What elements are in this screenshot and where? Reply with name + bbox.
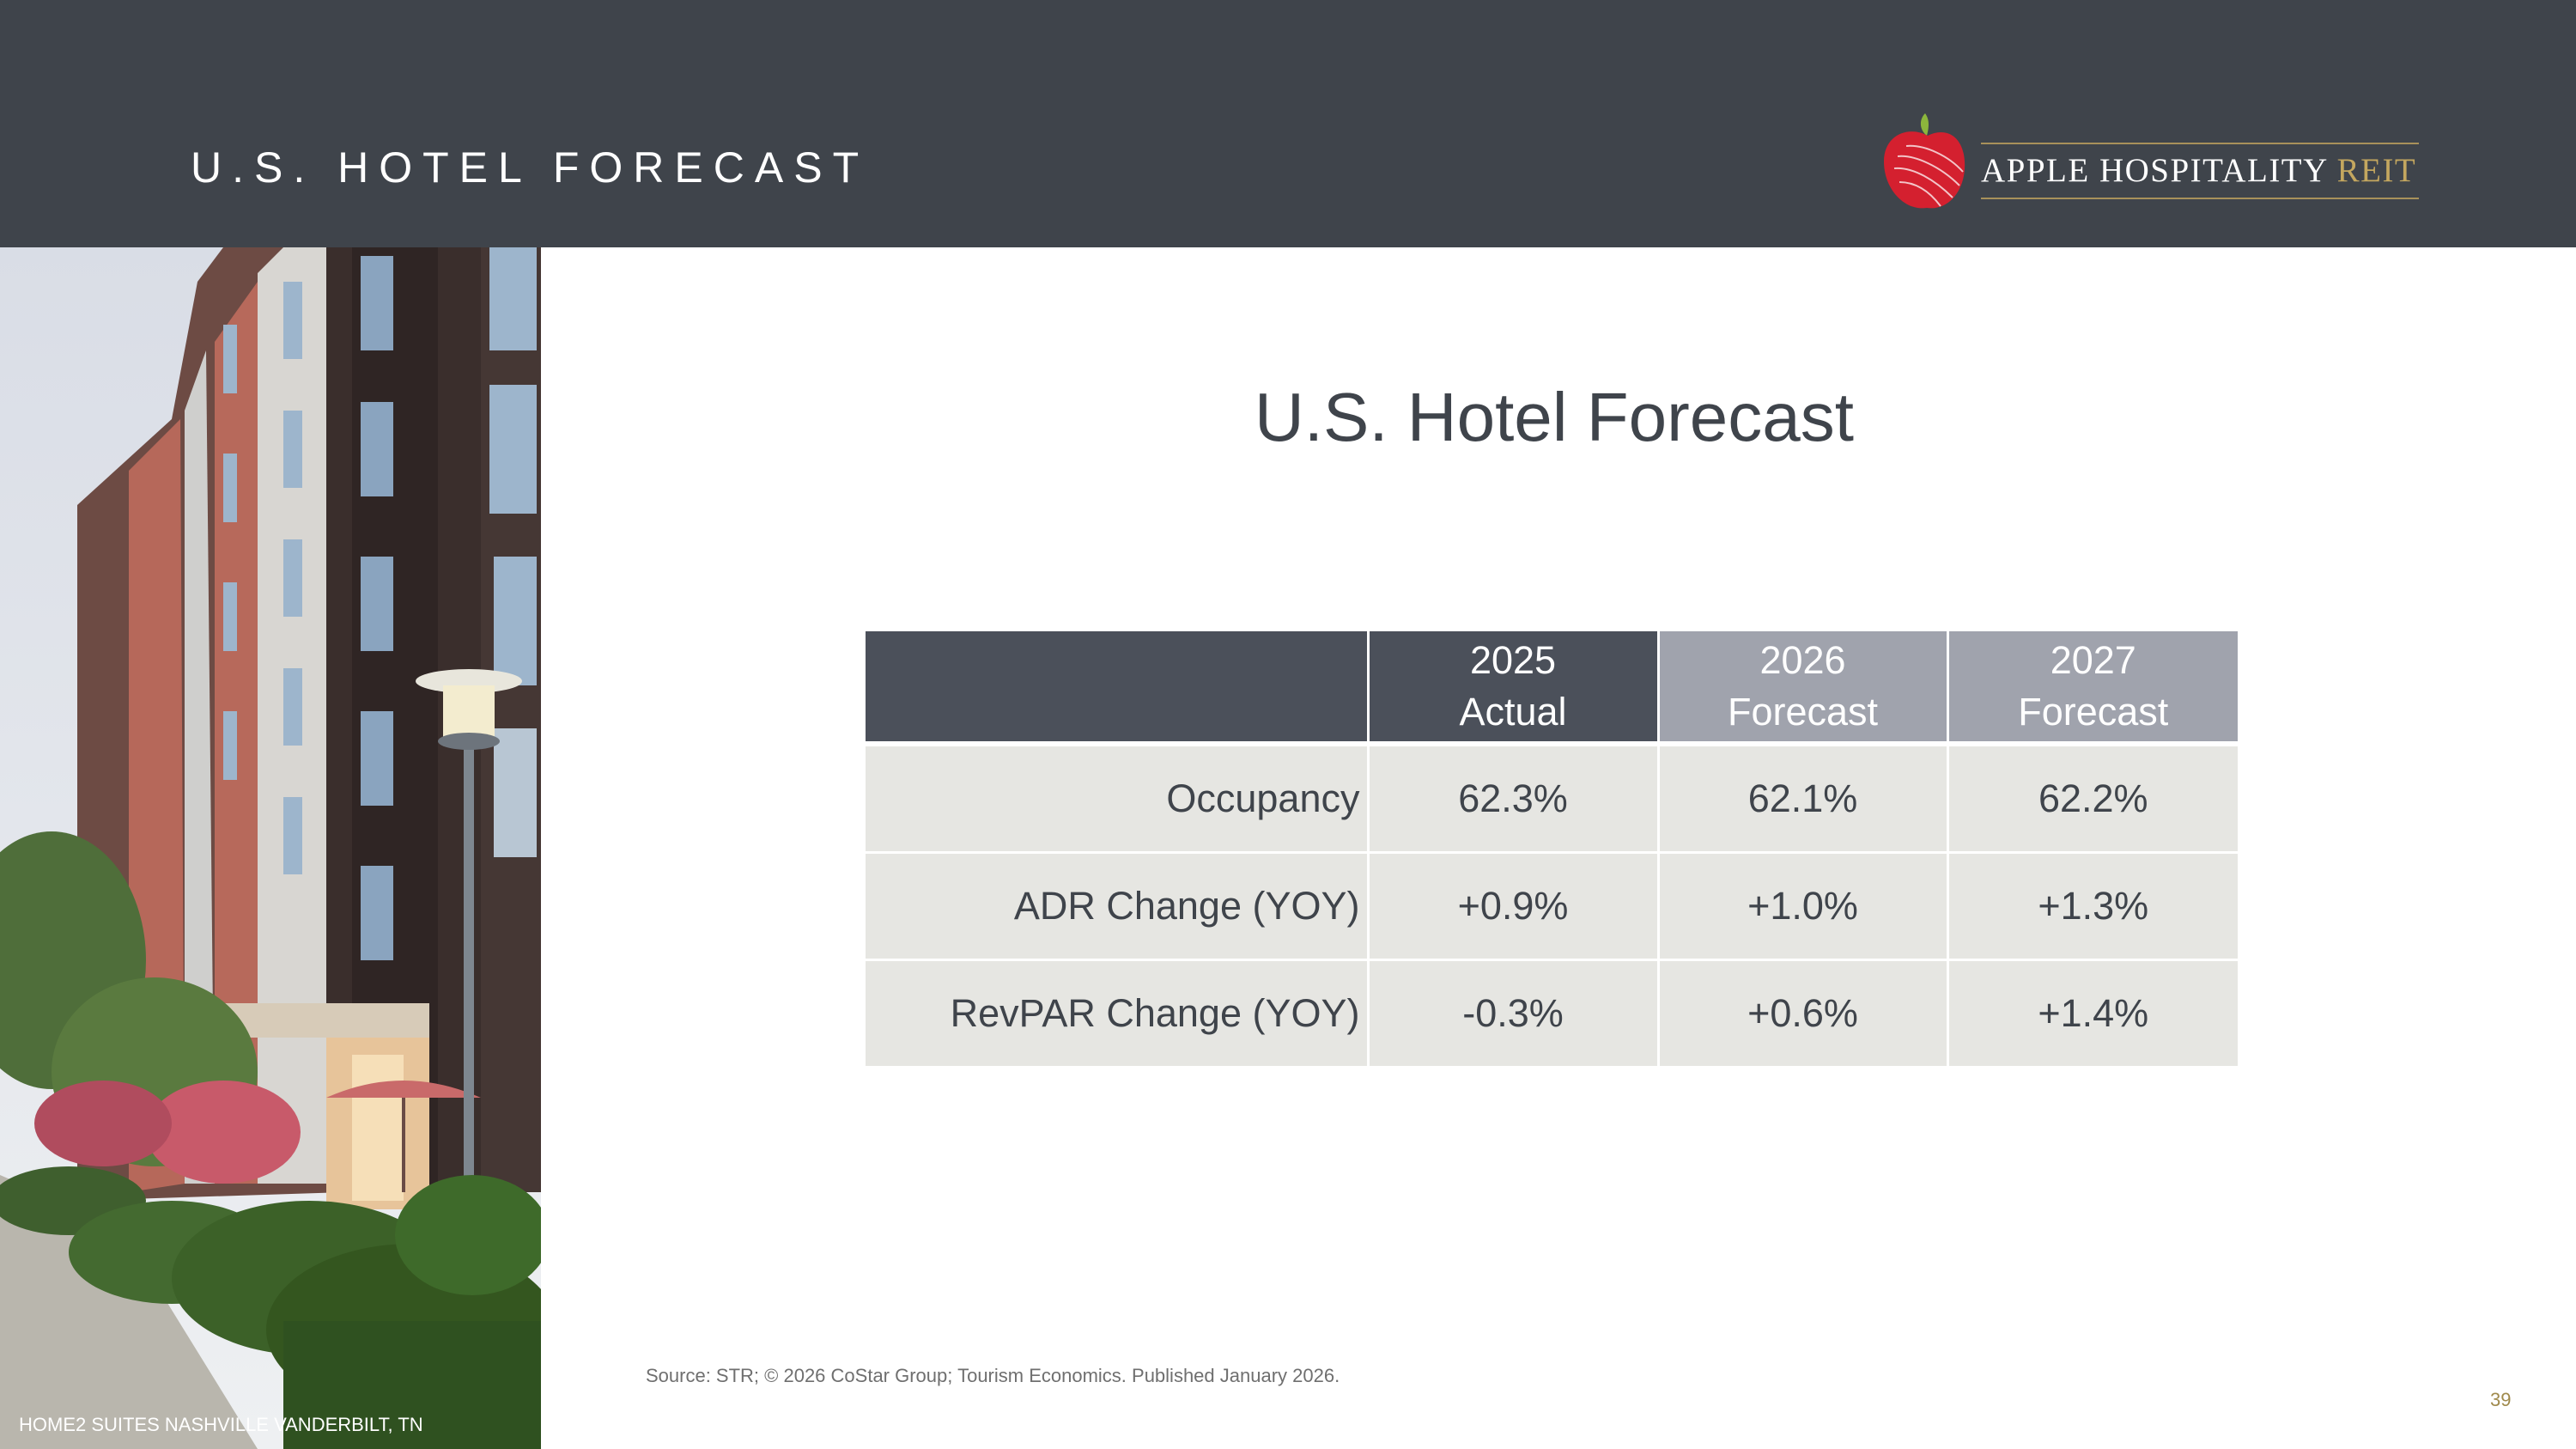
table-cell: +1.3% [1946,852,2238,961]
apple-icon [1884,113,1965,209]
table-row: Occupancy 62.3% 62.1% 62.2% [866,744,2238,854]
photo-caption: HOME2 SUITES NASHVILLE VANDERBILT, TN [19,1414,423,1435]
column-year: 2025 [1469,638,1557,682]
page-number: 39 [2490,1389,2512,1410]
hotel-illustration [0,247,541,1449]
column-header-2026: 2026 Forecast [1656,631,1947,746]
table-cell: +1.0% [1656,852,1947,961]
row-label: RevPAR Change (YOY) [866,959,1368,1068]
logo-rule-top [1981,143,2419,144]
slide-header: U.S. HOTEL FORECAST APPLE HOSPITALITY RE… [0,0,2576,247]
table-cell: 62.3% [1366,744,1658,854]
column-header-2027: 2027 Forecast [1946,631,2238,746]
slide-title: U.S. Hotel Forecast [1254,379,1854,455]
row-label: ADR Change (YOY) [866,852,1368,961]
logo-wordmark: APPLE HOSPITALITY REIT [1981,151,2416,190]
table-cell: +0.9% [1366,852,1658,961]
table-header-row: 2025 Actual 2026 Forecast 2027 Forecast [866,631,2238,746]
table-row: RevPAR Change (YOY) -0.3% +0.6% +1.4% [866,959,2238,1068]
table-row: ADR Change (YOY) +0.9% +1.0% +1.3% [866,852,2238,961]
table-cell: +0.6% [1656,959,1947,1068]
table-cell: +1.4% [1946,959,2238,1068]
hotel-photo [0,247,541,1449]
logo-suffix: REIT [2336,152,2417,189]
column-header-2025: 2025 Actual [1366,631,1658,746]
column-label: Forecast [2018,690,2169,734]
row-label: Occupancy [866,744,1368,854]
company-logo: APPLE HOSPITALITY REIT [1880,107,2430,216]
logo-rule-bottom [1981,198,2419,199]
column-year: 2026 [1759,638,1846,682]
table-cell: 62.2% [1946,744,2238,854]
table-header-blank [866,631,1368,746]
column-label: Forecast [1727,690,1879,734]
table-cell: 62.1% [1656,744,1947,854]
source-note: Source: STR; © 2026 CoStar Group; Touris… [646,1365,1340,1386]
column-label: Actual [1459,690,1567,734]
table-cell: -0.3% [1366,959,1658,1068]
column-year: 2027 [2050,638,2136,682]
header-title: U.S. HOTEL FORECAST [191,143,870,192]
forecast-table: 2025 Actual 2026 Forecast 2027 Forecast Occ… [866,631,2238,1068]
forecast-table-container: 2025 Actual 2026 Forecast 2027 Forecast Occ… [866,631,2238,1068]
logo-name: APPLE HOSPITALITY [1981,152,2328,189]
